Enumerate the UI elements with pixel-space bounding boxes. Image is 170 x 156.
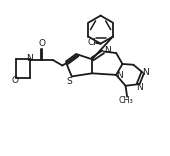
Text: N: N <box>104 46 111 55</box>
Text: Cl: Cl <box>88 38 96 47</box>
Text: N: N <box>27 54 33 63</box>
Text: CH₃: CH₃ <box>119 96 134 105</box>
Text: O: O <box>39 39 46 49</box>
Text: N: N <box>137 83 143 92</box>
Text: S: S <box>66 77 72 86</box>
Text: N: N <box>142 68 149 77</box>
Text: O: O <box>12 76 19 85</box>
Text: N: N <box>116 71 123 80</box>
